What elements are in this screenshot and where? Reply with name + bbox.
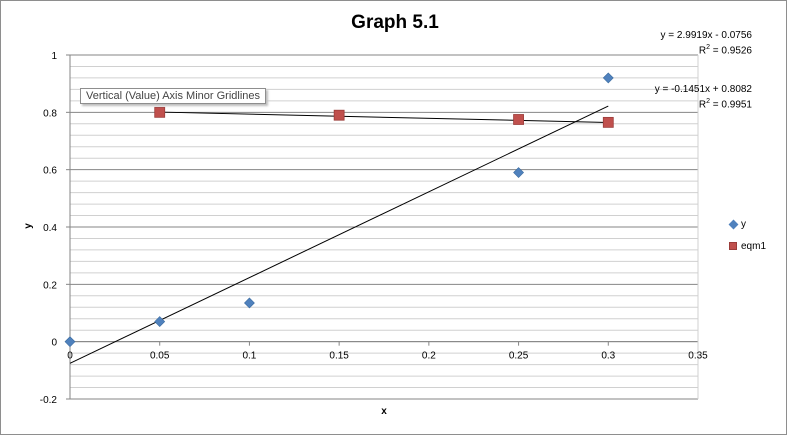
trendline-equation-y[interactable]: y = 2.9919x - 0.0756 R2 = 0.9526 [600,30,752,57]
legend-label: eqm1 [741,240,767,252]
x-tick-label: 0.35 [688,351,708,362]
r-squared-text: R2 = 0.9951 [698,98,752,111]
data-point-y [602,72,614,84]
square-marker-icon [728,241,738,251]
diamond-marker-icon [728,219,738,229]
x-tick-label: 0.25 [509,351,529,362]
x-tick-label: 0.2 [422,351,436,362]
legend[interactable]: y eqm1 [728,218,766,262]
data-point-y [513,167,524,178]
chart-title[interactable]: Graph 5.1 [351,12,439,33]
x-tick-label: 0.15 [329,351,349,362]
trendline-y [69,105,609,364]
data-point-eqm1 [154,106,166,118]
y-tick-label: 1 [51,51,57,62]
data-points [64,72,614,348]
equation-text: y = -0.1451x + 0.8082 [654,84,752,95]
y-tick-label: -0.2 [40,395,58,406]
legend-label: y [741,218,746,230]
y-tick-label: 0.8 [43,108,57,119]
x-axis-tick-labels: 0 0.05 0.1 0.15 0.2 0.25 0.3 0.35 [67,351,708,362]
data-point-eqm1 [513,114,524,125]
data-point-y [154,316,166,328]
y-axis-label: y [23,223,34,229]
legend-item-eqm1[interactable]: eqm1 [728,240,766,252]
x-tick-label: 0.05 [150,351,170,362]
trendline-equation-eqm1[interactable]: y = -0.1451x + 0.8082 R2 = 0.9951 [600,84,752,111]
x-tick-label: 0.1 [242,351,256,362]
data-point-eqm1 [602,116,614,128]
y-tick-label: 0.6 [43,166,57,177]
x-axis-label: x [381,406,387,417]
data-point-y [64,336,76,348]
r-squared-text: R2 = 0.9526 [698,44,752,57]
y-tick-label: 0.4 [43,223,57,234]
data-point-y [244,297,255,309]
x-tick-label: 0 [67,351,73,362]
trendlines [69,105,609,364]
gridline-tooltip: Vertical (Value) Axis Minor Gridlines [80,88,267,104]
legend-item-y[interactable]: y [728,218,766,230]
equation-text: y = 2.9919x - 0.0756 [660,30,752,41]
y-tick-label: 0 [51,338,57,349]
y-tick-label: 0.2 [43,280,57,291]
x-tick-label: 0.3 [601,351,615,362]
data-point-eqm1 [333,109,345,121]
y-axis-tick-labels: -0.2 0 0.2 0.4 0.6 0.8 1 [40,51,58,406]
trendline-eqm1 [159,111,609,123]
